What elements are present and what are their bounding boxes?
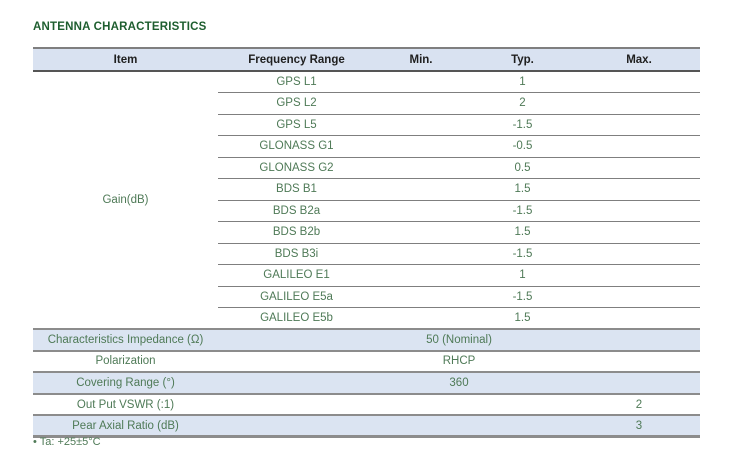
- gain-typ-cell: 0.5: [467, 157, 578, 179]
- spec-value-cell: 360: [218, 371, 700, 394]
- gain-row: BDS B1 1.5: [33, 178, 700, 201]
- gain-typ-cell: 1: [467, 264, 578, 287]
- gain-typ-cell: -1.5: [467, 243, 578, 265]
- gain-row: GALILEO E1 1: [33, 264, 700, 287]
- spec-max-value-cell: 2: [578, 392, 700, 416]
- gain-min-cell: [375, 200, 467, 222]
- gain-typ-cell: -0.5: [467, 135, 578, 158]
- gain-freq-cell: GALILEO E1: [218, 264, 375, 287]
- gain-row: GLONASS G2 0.5: [33, 157, 700, 179]
- table-header: Item Frequency Range Min. Typ. Max.: [33, 47, 700, 72]
- gain-freq-cell: GPS L2: [218, 92, 375, 115]
- gain-min-cell: [375, 92, 467, 115]
- gain-freq-cell: BDS B2a: [218, 200, 375, 222]
- gain-max-cell: [578, 92, 700, 115]
- gain-freq-cell: GALILEO E5a: [218, 286, 375, 308]
- header-max: Max.: [578, 47, 700, 72]
- spec-item-cell: Pear Axial Ratio (dB): [33, 414, 218, 439]
- gain-typ-cell: 1.5: [467, 178, 578, 201]
- gain-max-cell: [578, 307, 700, 330]
- gain-typ-cell: -1.5: [467, 114, 578, 136]
- spec-empty-cell: [218, 392, 578, 416]
- page-title: ANTENNA CHARACTERISTICS: [33, 21, 207, 33]
- gain-max-cell: [578, 114, 700, 136]
- gain-min-cell: [375, 114, 467, 136]
- gain-row: BDS B2b 1.5: [33, 221, 700, 244]
- gain-row: GPS L2 2: [33, 92, 700, 115]
- spec-item-cell: Covering Range (°): [33, 371, 218, 394]
- header-item: Item: [33, 47, 218, 72]
- footnote-ta-condition: • Ta: +25±5°C: [33, 436, 101, 448]
- gain-max-cell: [578, 243, 700, 265]
- gain-min-cell: [375, 307, 467, 330]
- spec-empty-cell: [218, 414, 578, 439]
- gain-typ-cell: 1.5: [467, 307, 578, 330]
- spec-rows: Characteristics Impedance (Ω) 50 (Nominal…: [33, 328, 700, 439]
- gain-row: Gain(dB) GPS L1 1: [33, 71, 700, 206]
- gain-max-cell: [578, 157, 700, 179]
- gain-freq-cell: BDS B2b: [218, 221, 375, 244]
- spec-item-cell: Out Put VSWR (:1): [33, 392, 218, 416]
- gain-max-cell: [578, 286, 700, 308]
- header-min: Min.: [375, 47, 467, 72]
- spec-item-cell: Polarization: [33, 349, 218, 373]
- gain-min-cell: [375, 135, 467, 158]
- gain-freq-cell: GPS L1: [218, 71, 375, 93]
- spec-item-cell: Characteristics Impedance (Ω): [33, 328, 218, 351]
- gain-row: BDS B3i -1.5: [33, 243, 700, 265]
- gain-min-cell: [375, 243, 467, 265]
- gain-freq-cell: GLONASS G1: [218, 135, 375, 158]
- gain-typ-cell: -1.5: [467, 200, 578, 222]
- gain-min-cell: [375, 71, 467, 93]
- gain-item-cell: Gain(dB): [102, 194, 149, 206]
- gain-row: BDS B2a -1.5: [33, 200, 700, 222]
- gain-min-cell: [375, 264, 467, 287]
- spec-value-cell: RHCP: [218, 349, 700, 373]
- spec-row: Out Put VSWR (:1) 2: [33, 392, 700, 416]
- spec-row: Covering Range (°) 360: [33, 371, 700, 394]
- gain-typ-cell: 2: [467, 92, 578, 115]
- gain-row: GALILEO E5b 1.5: [33, 307, 700, 330]
- gain-typ-cell: -1.5: [467, 286, 578, 308]
- gain-typ-cell: 1.5: [467, 221, 578, 244]
- antenna-characteristics-table: Item Frequency Range Min. Typ. Max. Gain…: [33, 47, 700, 439]
- gain-max-cell: [578, 200, 700, 222]
- gain-min-cell: [375, 178, 467, 201]
- gain-freq-cell: BDS B3i: [218, 243, 375, 265]
- gain-rows: Gain(dB) GPS L1 1 GPS L2 2 GPS L5 -1.5 GLONASS …: [33, 71, 700, 330]
- spec-row: Polarization RHCP: [33, 349, 700, 373]
- gain-row: GPS L5 -1.5: [33, 114, 700, 136]
- gain-min-cell: [375, 157, 467, 179]
- gain-max-cell: [578, 178, 700, 201]
- header-typ: Typ.: [467, 47, 578, 72]
- spec-max-value-cell: 3: [578, 414, 700, 439]
- header-row: Item Frequency Range Min. Typ. Max.: [33, 47, 700, 72]
- gain-max-cell: [578, 264, 700, 287]
- gain-typ-cell: 1: [467, 71, 578, 93]
- gain-row: GALILEO E5a -1.5: [33, 286, 700, 308]
- gain-freq-cell: GPS L5: [218, 114, 375, 136]
- spec-value-cell: 50 (Nominal): [218, 328, 700, 351]
- gain-max-cell: [578, 71, 700, 93]
- spec-row: Pear Axial Ratio (dB) 3: [33, 414, 700, 439]
- header-frequency-range: Frequency Range: [218, 47, 375, 72]
- spec-row: Characteristics Impedance (Ω) 50 (Nominal…: [33, 328, 700, 351]
- gain-max-cell: [578, 135, 700, 158]
- gain-max-cell: [578, 221, 700, 244]
- gain-row: GLONASS G1 -0.5: [33, 135, 700, 158]
- gain-freq-cell: GALILEO E5b: [218, 307, 375, 330]
- gain-freq-cell: GLONASS G2: [218, 157, 375, 179]
- gain-min-cell: [375, 221, 467, 244]
- gain-min-cell: [375, 286, 467, 308]
- gain-freq-cell: BDS B1: [218, 178, 375, 201]
